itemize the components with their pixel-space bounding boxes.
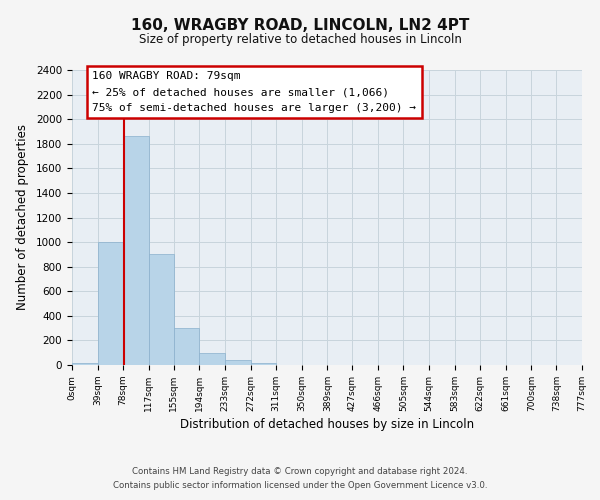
Y-axis label: Number of detached properties: Number of detached properties [16, 124, 29, 310]
Bar [149, 254, 174, 365]
Text: Contains public sector information licensed under the Open Government Licence v3: Contains public sector information licen… [113, 481, 487, 490]
Text: 160 WRAGBY ROAD: 79sqm
← 25% of detached houses are smaller (1,066)
75% of semi-: 160 WRAGBY ROAD: 79sqm ← 25% of detached… [92, 72, 416, 112]
Bar [174, 328, 199, 365]
Text: 160, WRAGBY ROAD, LINCOLN, LN2 4PT: 160, WRAGBY ROAD, LINCOLN, LN2 4PT [131, 18, 469, 32]
Bar [199, 352, 225, 365]
Bar [225, 360, 251, 365]
Text: Size of property relative to detached houses in Lincoln: Size of property relative to detached ho… [139, 32, 461, 46]
Bar [98, 242, 123, 365]
Text: Contains HM Land Registry data © Crown copyright and database right 2024.: Contains HM Land Registry data © Crown c… [132, 467, 468, 476]
Bar [251, 362, 276, 365]
X-axis label: Distribution of detached houses by size in Lincoln: Distribution of detached houses by size … [180, 418, 474, 431]
Bar [123, 136, 149, 365]
Bar [72, 362, 98, 365]
